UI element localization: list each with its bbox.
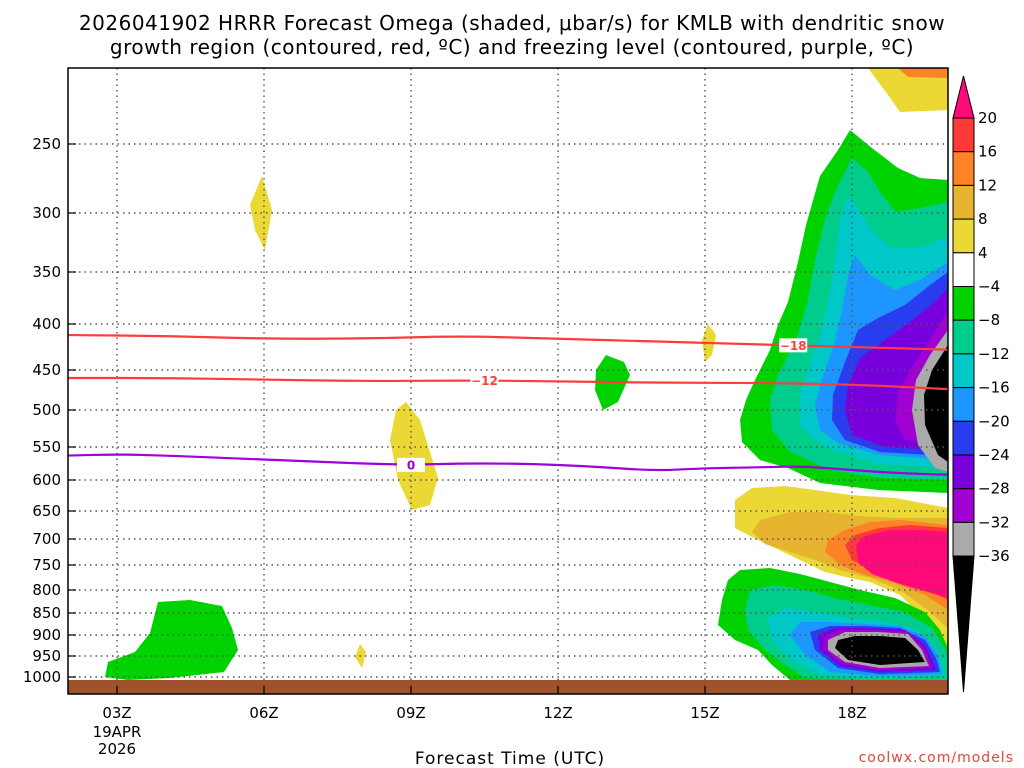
omega-upper-black [924, 345, 948, 462]
colorbar-swatch [952, 454, 975, 490]
colorbar-swatch [952, 488, 975, 523]
x-axis: 03Z 06Z 09Z 12Z 15Z 18Z [102, 686, 867, 722]
colorbar-swatch [952, 184, 975, 220]
colorbar-label: −8 [978, 311, 1000, 329]
colorbar-label: 16 [978, 143, 997, 161]
x-tick-label: 03Z [102, 704, 131, 722]
y-tick-label: 800 [32, 581, 61, 599]
y-tick-label: 1000 [23, 668, 61, 686]
colorbar-bottom-arrow [952, 555, 975, 693]
colorbar-swatch [952, 420, 975, 456]
omega-lower-black [835, 636, 925, 665]
colorbar-label: −28 [978, 480, 1010, 498]
grid [68, 68, 948, 694]
colorbar-label: −4 [978, 278, 1000, 296]
omega-upper-yellow [868, 68, 948, 112]
y-tick-label: 550 [32, 438, 61, 456]
colorbar-swatch [952, 218, 975, 254]
contour-label-freezing-level: 0 [407, 458, 415, 472]
contour-label-dgz-minus-12: −12 [471, 374, 498, 388]
chart-title-line-2: growth region (contoured, red, ºC) and f… [110, 35, 914, 59]
y-tick-label: 300 [32, 204, 61, 222]
colorbar-swatch [952, 387, 975, 422]
x-tick-label: 06Z [249, 704, 278, 722]
omega-upper-orange [898, 68, 948, 78]
colorbar-label: 8 [978, 210, 988, 228]
y-tick-label: 950 [32, 647, 61, 665]
colorbar-swatch [952, 252, 975, 288]
colorbar-label: −32 [978, 513, 1010, 531]
y-tick-label: 750 [32, 556, 61, 574]
contour-label-bg [779, 338, 808, 353]
y-axis: 250 300 350 400 450 500 550 600 650 700 750 800 850 9… [23, 135, 76, 686]
colorbar-swatch [952, 117, 975, 153]
colorbar-top-arrow [952, 75, 975, 119]
y-tick-label: 600 [32, 471, 61, 489]
omega-blob-550hpa [390, 402, 438, 510]
contour-freezing-level [68, 453, 948, 476]
colorbar-swatch [952, 521, 975, 557]
contour-label-bg [397, 457, 425, 472]
contour-label-bg [470, 373, 499, 388]
colorbar-label: 12 [978, 176, 997, 194]
y-tick-label: 250 [32, 135, 61, 153]
date-label-year: 2026 [98, 740, 136, 758]
omega-blob-900hpa-left [105, 600, 238, 680]
ground-strip [68, 680, 948, 694]
temperature-contours: −18 −12 0 [68, 333, 948, 476]
colorbar-swatch [952, 319, 975, 355]
date-label-day: 19APR [93, 723, 142, 741]
y-tick-label: 850 [32, 604, 61, 622]
colorbar-swatch [952, 353, 975, 389]
x-tick-label: 18Z [837, 704, 866, 722]
x-tick-label: 12Z [543, 704, 572, 722]
colorbar-label: 4 [978, 244, 988, 262]
credit-text: coolwx.com/models [859, 750, 1014, 766]
y-tick-label: 350 [32, 263, 61, 281]
colorbar-label: −36 [978, 547, 1010, 565]
colorbar-label: −20 [978, 412, 1010, 430]
colorbar-swatch [952, 286, 975, 321]
y-tick-label: 450 [32, 361, 61, 379]
y-tick-label: 900 [32, 626, 61, 644]
omega-mid-pink [856, 530, 948, 598]
colorbar: 20 16 12 8 4 −4 −8 −12 −16 −20 −24 −28 −32 −36 [952, 75, 1010, 693]
plot-frame [67, 67, 949, 695]
colorbar-swatch [952, 151, 975, 186]
colorbar-label: 20 [978, 109, 997, 127]
x-tick-label: 09Z [396, 704, 425, 722]
y-tick-label: 500 [32, 401, 61, 419]
y-tick-label: 650 [32, 502, 61, 520]
colorbar-label: −16 [978, 379, 1010, 397]
x-tick-label: 15Z [690, 704, 719, 722]
chart-title-line-1: 2026041902 HRRR Forecast Omega (shaded, … [79, 11, 945, 35]
contour-dgz-minus-18 [68, 333, 948, 351]
colorbar-label: −24 [978, 446, 1010, 464]
contour-label-dgz-minus-18: −18 [780, 339, 807, 353]
plot-area: −18 −12 0 [68, 68, 948, 694]
y-tick-label: 700 [32, 530, 61, 548]
colorbar-label: −12 [978, 345, 1010, 363]
y-tick-label: 400 [32, 315, 61, 333]
x-axis-label: Forecast Time (UTC) [415, 749, 605, 768]
